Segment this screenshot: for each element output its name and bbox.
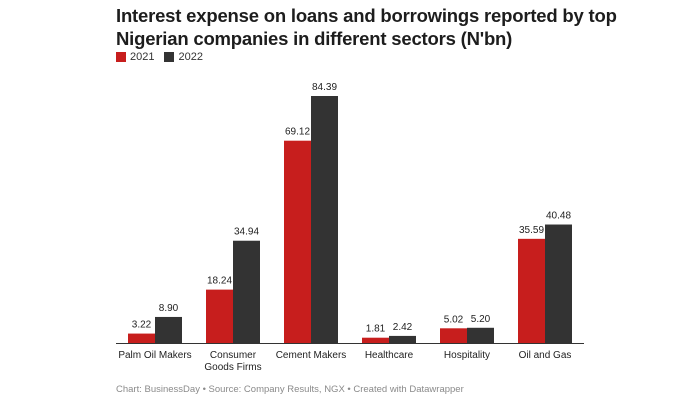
bar-2021-5 (518, 238, 545, 343)
bar-2021-0 (128, 333, 155, 343)
bar-2021-4 (440, 328, 467, 343)
legend-swatch-2022 (164, 52, 175, 62)
value-label-2021-4: 5.02 (444, 314, 464, 325)
category-label-0: Palm Oil Makers (118, 350, 191, 361)
value-label-2021-2: 69.12 (285, 127, 310, 138)
category-label-5: Oil and Gas (519, 350, 572, 361)
value-label-2022-1: 34.94 (234, 227, 259, 238)
category-label-1: Consumer (210, 350, 257, 361)
legend-item-2021: 2021 (116, 51, 154, 63)
bar-2022-0 (155, 316, 182, 343)
category-label-3: Healthcare (365, 350, 414, 361)
legend: 2021 2022 (116, 51, 213, 63)
bar-2021-3 (362, 337, 389, 343)
legend-item-2022: 2022 (164, 51, 203, 63)
value-label-2022-0: 8.90 (159, 303, 179, 314)
bar-2022-1 (233, 240, 260, 343)
chart-title: Interest expense on loans and borrowings… (116, 5, 617, 49)
category-label-1-line2: Goods Firms (204, 362, 261, 373)
bar-2022-4 (467, 327, 494, 343)
bar-2021-2 (284, 140, 311, 343)
bar-2021-1 (206, 289, 233, 343)
bar-2022-5 (545, 224, 572, 343)
value-label-2021-3: 1.81 (366, 324, 386, 335)
bar-2022-2 (311, 96, 338, 343)
legend-label-2022: 2022 (178, 51, 203, 63)
value-label-2022-3: 2.42 (393, 322, 413, 333)
chart-footer: Chart: BusinessDay • Source: Company Res… (116, 384, 464, 395)
value-label-2022-4: 5.20 (471, 314, 491, 325)
category-label-2: Cement Makers (276, 350, 347, 361)
value-label-2021-5: 35.59 (519, 225, 544, 236)
legend-swatch-2021 (116, 52, 126, 62)
value-label-2021-0: 3.22 (132, 320, 152, 331)
value-label-2022-5: 40.48 (546, 211, 571, 222)
legend-label-2021: 2021 (130, 51, 155, 63)
bar-2022-3 (389, 335, 416, 343)
value-label-2022-2: 84.39 (312, 82, 337, 93)
category-label-4: Hospitality (444, 350, 490, 361)
value-label-2021-1: 18.24 (207, 276, 232, 287)
